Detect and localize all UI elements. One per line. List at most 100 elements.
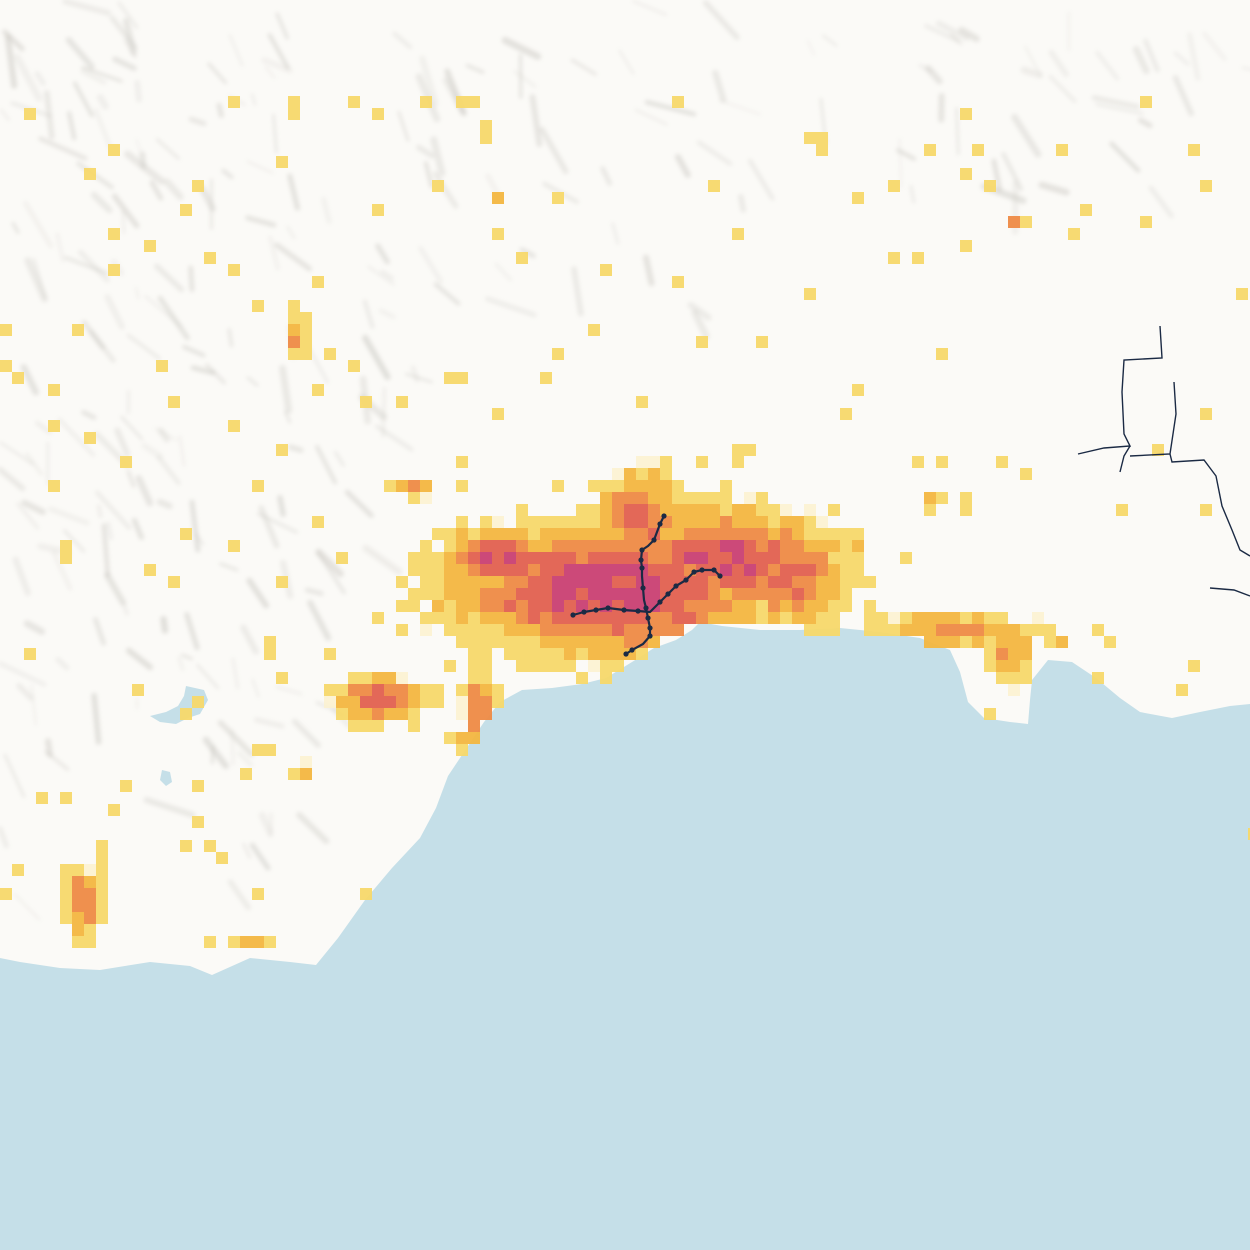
metro-station[interactable] [699,567,705,573]
density-cell [792,552,804,564]
metro-station[interactable] [665,591,671,597]
density-cell [672,552,684,564]
relief-ridge [268,235,280,271]
density-cell [480,588,492,600]
density-cell [732,576,744,588]
density-cell [624,552,636,564]
density-cell [348,696,360,708]
relief-ridge [178,435,186,468]
density-cell [612,624,624,636]
density-cell [504,600,516,612]
metro-station[interactable] [647,625,653,631]
density-cell [660,468,672,480]
density-cell [276,576,288,588]
density-cell [732,528,744,540]
density-cell [732,444,744,456]
metro-station[interactable] [639,547,645,553]
density-cell [432,552,444,564]
density-cell [480,660,492,672]
metro-station[interactable] [570,612,576,618]
relief-ridge [935,20,970,41]
metro-station[interactable] [657,599,663,605]
density-cell [444,564,456,576]
density-cell [516,588,528,600]
density-cell [684,492,696,504]
density-cell [600,516,612,528]
relief-ridge [134,79,142,103]
density-cell [516,624,528,636]
density-cell [300,324,312,336]
relief-ridge [237,750,254,768]
metro-station[interactable] [640,585,646,591]
density-cell [948,636,960,648]
density-cell [252,936,264,948]
metro-station[interactable] [593,607,599,613]
density-cell [348,360,360,372]
density-cell [744,504,756,516]
metro-station[interactable] [635,608,641,614]
density-cell [420,540,432,552]
metro-station[interactable] [581,609,587,615]
relief-ridge [163,178,184,201]
density-cell [720,576,732,588]
metro-station[interactable] [645,615,651,621]
density-cell [648,636,660,648]
density-cell [528,588,540,600]
density-cell [504,636,516,648]
metro-station[interactable] [639,565,645,571]
density-cell [792,564,804,576]
density-cell [816,144,828,156]
metro-station[interactable] [711,567,717,573]
density-cell [1008,672,1020,684]
metro-station[interactable] [647,633,653,639]
metro-station[interactable] [651,537,657,543]
density-cell [840,576,852,588]
density-cell [504,564,516,576]
density-cell [648,504,660,516]
metro-station[interactable] [638,557,644,563]
density-cell [648,612,660,624]
density-cell [36,792,48,804]
density-cell [768,504,780,516]
relief-ridge [494,262,513,282]
density-cell [624,540,636,552]
metro-station[interactable] [661,513,667,519]
density-cell [672,480,684,492]
density-cell [564,636,576,648]
density-cell [924,492,936,504]
density-cell [804,564,816,576]
density-cell [540,612,552,624]
density-cell [1044,636,1056,648]
relief-ridge [287,173,301,211]
metro-station[interactable] [623,651,629,657]
relief-ridge [634,108,668,126]
metro-station[interactable] [673,583,679,589]
density-cell [672,96,684,108]
metro-station[interactable] [717,573,723,579]
density-cell [288,312,300,324]
relief-ridge [189,499,201,553]
density-cell [744,492,756,504]
density-cell [816,132,828,144]
metro-station[interactable] [683,577,689,583]
density-cell [72,864,84,876]
relief-ridge [918,63,933,73]
density-cell [624,612,636,624]
density-cell [876,624,888,636]
metro-station[interactable] [643,605,649,611]
density-cell [624,636,636,648]
relief-ridge [12,556,31,596]
relief-ridge [51,549,73,591]
density-cell [804,576,816,588]
relief-ridge [501,36,542,60]
density-cell [804,588,816,600]
metro-station[interactable] [691,569,697,575]
relief-ridge [188,265,195,293]
metro-station[interactable] [629,647,635,653]
metro-station[interactable] [657,521,663,527]
metro-station[interactable] [621,607,627,613]
density-cell [1248,828,1250,840]
metro-station[interactable] [605,605,611,611]
